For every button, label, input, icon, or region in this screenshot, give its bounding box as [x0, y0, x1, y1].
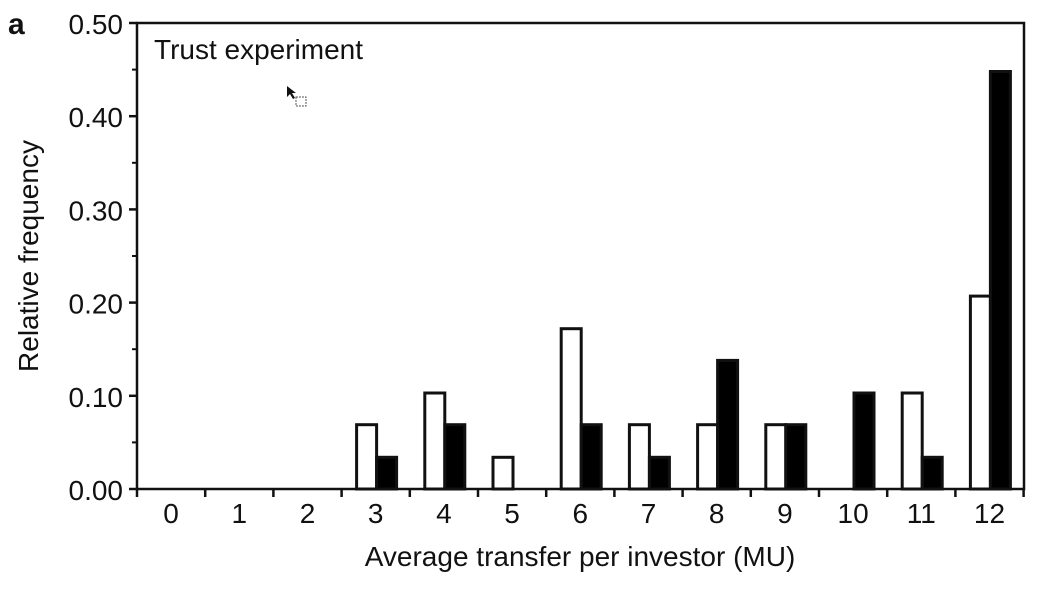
- y-tick-label-0.30: 0.30: [69, 195, 124, 226]
- x-tick-label-5: 5: [504, 498, 520, 529]
- x-tick-label-2: 2: [300, 498, 316, 529]
- bar-series-1-11: [900, 391, 924, 491]
- x-tick-label-1: 1: [232, 498, 248, 529]
- x-tick-label-0: 0: [163, 498, 179, 529]
- y-tick-label-0.40: 0.40: [69, 102, 124, 133]
- x-tick-label-12: 12: [974, 498, 1005, 529]
- bar-series-2-9: [784, 423, 808, 491]
- bar-series-1-7: [627, 423, 651, 491]
- bar-series-1-8: [696, 423, 720, 491]
- bar-series-1-5: [491, 455, 515, 491]
- y-tick-label-0.10: 0.10: [69, 382, 124, 413]
- x-tick-label-3: 3: [368, 498, 384, 529]
- bar-series-2-10: [852, 391, 876, 491]
- y-axis-label: Relative frequency: [13, 140, 44, 372]
- y-tick-label-0.00: 0.00: [69, 475, 124, 506]
- x-tick-label-4: 4: [436, 498, 452, 529]
- panel-label: a: [8, 8, 25, 41]
- bar-series-1-4: [423, 391, 447, 491]
- bar-series-1-9: [764, 423, 788, 491]
- bars-layer: [355, 70, 1012, 491]
- x-tick-label-10: 10: [838, 498, 869, 529]
- bar-series-1-3: [355, 423, 379, 491]
- bar-series-1-6: [559, 327, 583, 491]
- bar-series-2-11: [920, 455, 944, 491]
- mouse-cursor-icon: [287, 86, 307, 107]
- x-tick-label-8: 8: [709, 498, 725, 529]
- y-tick-label-0.20: 0.20: [69, 289, 124, 320]
- x-axis-label: Average transfer per investor (MU): [365, 541, 796, 572]
- bar-series-2-7: [647, 455, 671, 491]
- x-tick-label-9: 9: [777, 498, 793, 529]
- ticks-layer: 0.000.100.200.300.400.500 1 2 3 4 5 6 7 8 9 10 11 12: [69, 9, 1025, 529]
- bar-series-2-8: [716, 358, 740, 491]
- bar-series-2-4: [443, 423, 467, 491]
- bar-series-1-12: [968, 294, 992, 491]
- x-tick-label-7: 7: [641, 498, 657, 529]
- x-tick-label-11: 11: [907, 498, 936, 529]
- y-tick-label-0.50: 0.50: [69, 9, 124, 40]
- chart-annotation: Trust experiment: [154, 34, 363, 65]
- x-tick-label-6: 6: [573, 498, 589, 529]
- bar-series-2-12: [988, 70, 1012, 491]
- bar-series-2-3: [375, 455, 399, 491]
- bar-series-2-6: [579, 423, 603, 491]
